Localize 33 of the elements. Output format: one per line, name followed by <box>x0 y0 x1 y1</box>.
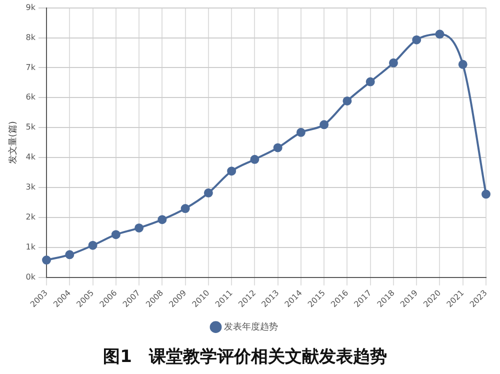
point <box>482 190 490 199</box>
point <box>458 60 468 69</box>
y-tick-label: 1k <box>26 242 36 252</box>
y-axis-title: 发文量(篇) <box>8 121 19 164</box>
point <box>320 120 329 130</box>
y-tick-label: 2k <box>26 212 36 222</box>
y-tick-label: 4k <box>26 152 36 162</box>
point <box>134 223 144 232</box>
point <box>204 188 213 198</box>
y-tick-label: 3k <box>26 182 36 192</box>
y-tick-label: 6k <box>26 92 36 102</box>
y-tick-label: 8k <box>26 32 36 42</box>
point <box>111 230 120 240</box>
text: 图1 课堂教学评价相关文献发表趋势 <box>103 347 387 368</box>
point <box>273 143 282 152</box>
y-tick-label: 7k <box>26 62 36 72</box>
legend-label: 发表年度趋势 <box>224 321 278 332</box>
point <box>180 204 190 214</box>
point <box>296 128 306 137</box>
point <box>412 35 422 44</box>
point <box>342 96 352 106</box>
point <box>158 215 167 224</box>
point <box>42 256 52 265</box>
y-tick-label: 0k <box>26 272 36 282</box>
y-tick-label: 9k <box>26 2 36 12</box>
point <box>88 240 98 250</box>
point <box>435 30 444 39</box>
y-tick-label: 5k <box>26 122 36 132</box>
point <box>227 166 236 176</box>
point <box>366 77 375 86</box>
point <box>250 154 260 164</box>
point <box>388 58 398 68</box>
point <box>65 250 74 260</box>
